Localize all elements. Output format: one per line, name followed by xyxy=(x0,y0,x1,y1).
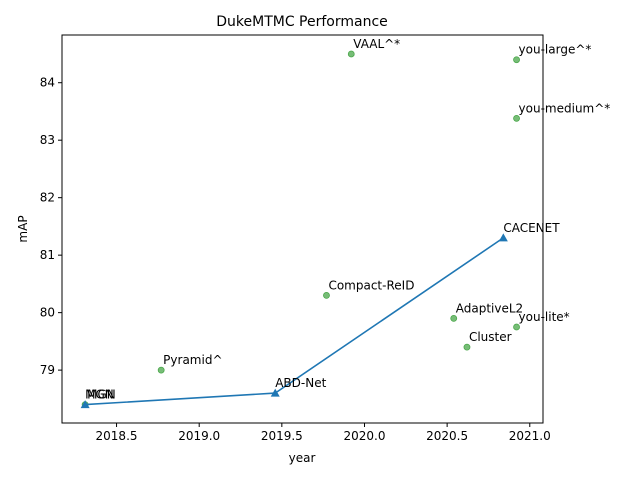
scatter-point-label: MGN xyxy=(87,388,116,402)
scatter-point xyxy=(513,323,520,331)
scatter-point-label: you-lite* xyxy=(519,310,570,324)
sota-point-label: ABD-Net xyxy=(275,376,326,390)
x-tick-label: 2018.5 xyxy=(96,429,138,443)
y-tick-label: 81 xyxy=(40,248,55,262)
sota-marker xyxy=(498,233,508,242)
x-tick-label: 2019.5 xyxy=(261,429,303,443)
plot-area: MGN Pyramid^ Compact-ReID VAAL^* AdaptiveL2 C… xyxy=(80,37,611,409)
scatter-point xyxy=(347,50,355,58)
scatter-point-label: you-large^* xyxy=(519,43,592,57)
plot-frame xyxy=(61,34,544,424)
y-axis-label: mAP xyxy=(16,215,30,242)
y-tick-label: 83 xyxy=(40,133,55,147)
x-axis-label: year xyxy=(289,451,316,465)
scatter-point-label: Compact-ReID xyxy=(328,278,414,292)
scatter-point-label: Cluster xyxy=(469,330,512,344)
scatter-point-label: VAAL^* xyxy=(353,37,400,51)
x-tick-label: 2019.0 xyxy=(178,429,220,443)
x-tick-label: 2021.0 xyxy=(509,429,551,443)
sota-marker xyxy=(270,388,280,397)
x-axis: 2018.5 2019.0 2019.5 2020.0 2020.5 2021.0 xyxy=(96,423,551,443)
x-tick-label: 2020.0 xyxy=(343,429,385,443)
sota-point-label: MGN xyxy=(85,388,114,402)
scatter-point xyxy=(513,56,520,64)
chart-title: DukeMTMC Performance xyxy=(216,14,388,30)
y-axis: 79 80 81 82 83 84 xyxy=(40,76,62,377)
scatter-point xyxy=(450,314,458,322)
sota-marker xyxy=(80,400,90,409)
y-tick-label: 80 xyxy=(40,306,55,320)
y-tick-label: 82 xyxy=(40,191,55,205)
y-tick-label: 79 xyxy=(40,363,55,377)
scatter-point xyxy=(157,366,165,374)
scatter-point xyxy=(463,343,471,351)
scatter-point xyxy=(513,114,520,122)
scatter-point-label: Pyramid^ xyxy=(163,353,222,367)
scatter-point-label: you-medium^* xyxy=(519,101,611,115)
x-tick-label: 2020.5 xyxy=(426,429,468,443)
sota-point-label: CACENET xyxy=(503,221,560,235)
scatter-point xyxy=(323,291,330,299)
scatter-point-label: AdaptiveL2 xyxy=(456,301,523,315)
y-tick-label: 84 xyxy=(40,76,55,90)
